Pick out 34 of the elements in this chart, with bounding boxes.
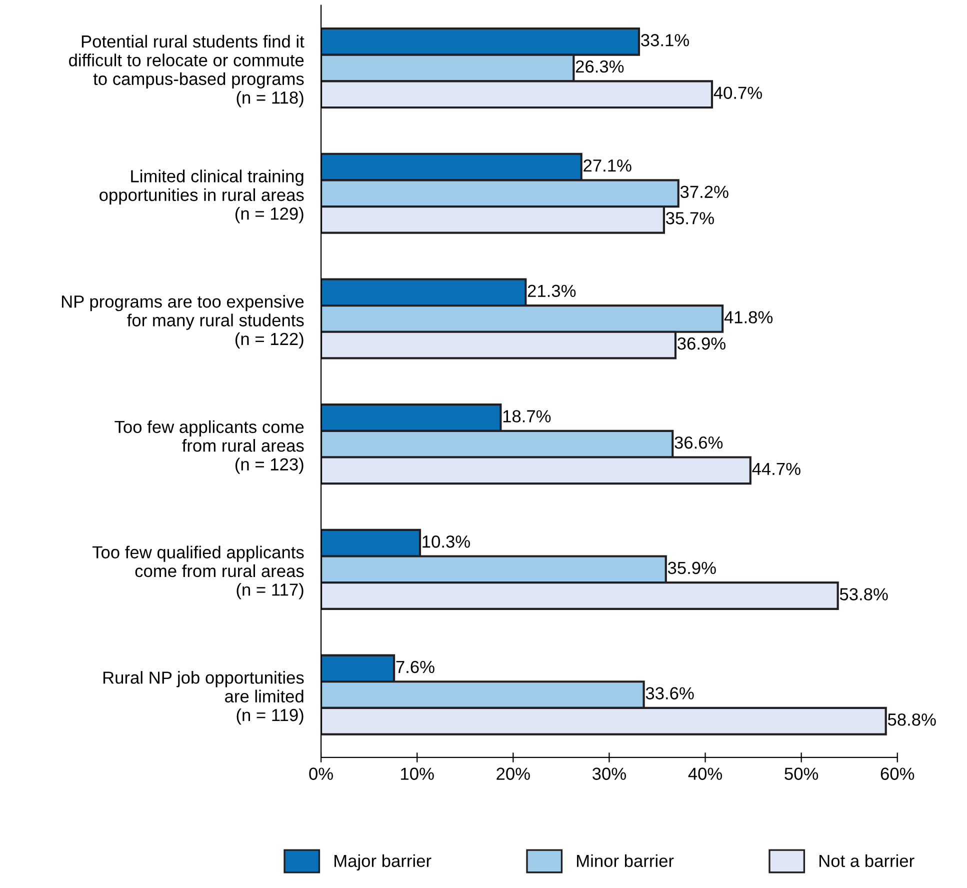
y-tick-label: Limited clinical training opportunities in rural areas (n = 129) [100, 170, 304, 224]
data-label: 36.9% [678, 337, 726, 350]
x-tick-label: 10% [401, 768, 434, 780]
y-tick-label: Potential rural students find it difficult to relocate or commute to campus-based programs (n = 118) [69, 34, 304, 108]
data-label: 35.7% [666, 212, 714, 224]
data-label: 10.3% [422, 535, 470, 548]
y-tick-label: NP programs are too expensive for many rural students (n = 122) [62, 294, 304, 349]
y-tick-label: Rural NP job opportunities are limited (n = 119) [103, 671, 304, 725]
y-tick-label: Too few qualified applicants come from rural areas (n = 117) [92, 546, 304, 600]
data-label: 44.7% [752, 462, 800, 475]
y-tick-label: Too few applicants come from rural areas (n = 123) [114, 420, 304, 474]
x-tick-label: 40% [688, 768, 722, 780]
legend-label: Not a barrier [820, 854, 914, 868]
data-label: 36.6% [674, 436, 723, 449]
data-label: 21.3% [528, 284, 576, 298]
x-tick-label: 20% [496, 768, 530, 780]
x-tick-label: 60% [880, 768, 914, 780]
x-tick-label: 50% [784, 768, 818, 780]
x-tick-label: 30% [592, 768, 626, 780]
legend-label: Minor barrier [577, 854, 674, 868]
data-label: 33.6% [646, 687, 694, 700]
data-label: 18.7% [503, 410, 551, 422]
legend-label: Major barrier [334, 854, 432, 871]
data-label: 58.8% [888, 713, 936, 726]
data-label: 33.1% [641, 34, 689, 46]
data-label: 27.1% [584, 159, 632, 172]
data-label: 53.8% [840, 588, 888, 600]
data-label: 26.3% [576, 60, 624, 73]
data-label: 7.6% [396, 660, 434, 674]
x-tick-label: 0% [309, 768, 333, 780]
data-label: 41.8% [724, 311, 773, 324]
data-label: 37.2% [680, 186, 728, 198]
data-label: 35.9% [668, 562, 716, 574]
data-label: 40.7% [714, 86, 762, 99]
